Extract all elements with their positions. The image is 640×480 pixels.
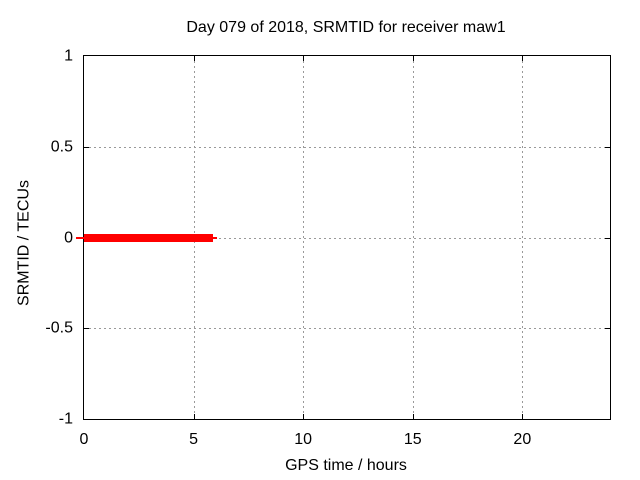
y-gridline bbox=[84, 328, 610, 330]
x-tick-label: 10 bbox=[294, 431, 313, 448]
x-tick-label: 0 bbox=[79, 431, 89, 448]
x-tick-top bbox=[412, 56, 414, 61]
x-tick-bottom bbox=[412, 414, 414, 419]
y-tick-right bbox=[605, 328, 610, 330]
y-tick-label: 1 bbox=[64, 47, 73, 65]
y-tick-label: -0.5 bbox=[45, 319, 73, 337]
y-tick-right bbox=[605, 237, 610, 239]
y-tick-label: 0 bbox=[64, 229, 73, 246]
y-tick-left bbox=[84, 146, 89, 148]
x-tick-bottom bbox=[522, 414, 524, 419]
y-tick-left bbox=[84, 328, 89, 330]
y-tick-label: 0.5 bbox=[50, 138, 73, 156]
x-tick-top bbox=[193, 56, 195, 61]
x-tick-top bbox=[303, 56, 305, 61]
y-gridline bbox=[84, 146, 610, 148]
y-tick-right bbox=[605, 146, 610, 148]
chart-title: Day 079 of 2018, SRMTID for receiver maw… bbox=[186, 19, 506, 36]
x-tick-top bbox=[522, 56, 524, 61]
x-tick-bottom bbox=[303, 414, 305, 419]
y-tick-label: -1 bbox=[58, 410, 73, 428]
x-tick-label: 20 bbox=[513, 431, 532, 448]
x-tick-label: 15 bbox=[403, 431, 422, 448]
y-gridline bbox=[84, 237, 610, 239]
x-tick-bottom bbox=[193, 414, 195, 419]
x-axis-label: GPS time / hours bbox=[285, 457, 407, 474]
y-axis-label: SRMTID / TECUs bbox=[15, 180, 33, 306]
plot-area: 0 5 10 15 20 1 0.5 0 -0.5 -1 bbox=[45, 48, 611, 448]
series-line bbox=[84, 233, 214, 242]
x-tick-label: 5 bbox=[189, 431, 199, 448]
